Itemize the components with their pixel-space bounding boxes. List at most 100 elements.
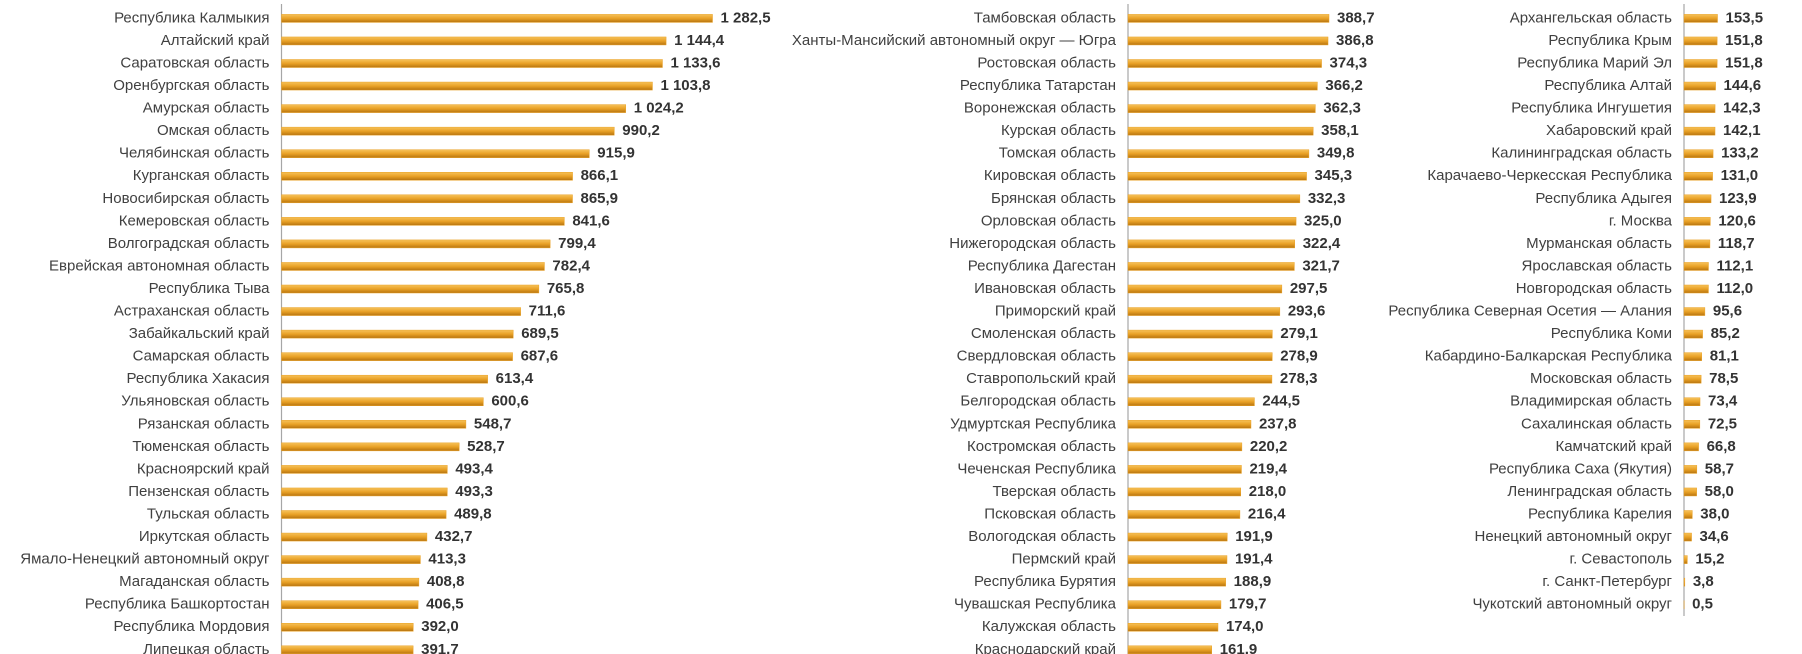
bar [1127, 217, 1297, 226]
category-label: Республика Марий Эл [1517, 54, 1672, 71]
bar [1683, 307, 1706, 316]
category-label: Псковская область [984, 505, 1116, 522]
bar [281, 194, 573, 204]
category-label: Республика Бурятия [974, 573, 1116, 590]
bar [281, 510, 447, 519]
value-label: 841,6 [572, 212, 610, 229]
category-label: Вологодская область [968, 528, 1116, 545]
category-label: Ростовская область [977, 54, 1116, 71]
category-label: Республика Северная Осетия — Алания [1388, 303, 1672, 320]
value-label: 528,7 [467, 438, 505, 455]
value-label: 81,1 [1710, 348, 1739, 365]
value-label: 179,7 [1229, 596, 1267, 613]
bar [281, 442, 460, 452]
category-label: Ярославская область [1522, 257, 1673, 274]
bar [1127, 284, 1283, 294]
value-label: 218,0 [1249, 483, 1287, 500]
bar [1683, 172, 1713, 181]
bar [1683, 577, 1686, 587]
bar [281, 126, 615, 136]
value-label: 188,9 [1234, 573, 1272, 590]
value-label: 388,7 [1337, 9, 1375, 26]
value-label: 1 133,6 [670, 54, 720, 71]
category-label: Ханты-Мансийский автономный округ — Югра [792, 32, 1117, 49]
category-label: Кемеровская область [119, 212, 270, 229]
category-label: Нижегородская область [949, 235, 1116, 252]
bar [281, 307, 521, 316]
value-label: 413,3 [428, 551, 466, 568]
category-label: Орловская область [981, 212, 1116, 229]
category-label: Республика Татарстан [960, 77, 1116, 94]
value-label: 322,4 [1303, 235, 1341, 252]
value-label: 237,8 [1259, 415, 1297, 432]
value-label: 95,6 [1713, 303, 1742, 320]
category-label: Калининградская область [1491, 145, 1672, 162]
bar [281, 623, 414, 632]
bar [1683, 329, 1703, 339]
category-label: Республика Крым [1548, 32, 1672, 49]
category-label: Костромская область [967, 438, 1116, 455]
category-label: Владимирская область [1510, 393, 1672, 410]
value-label: 392,0 [421, 618, 459, 635]
value-label: 1 282,5 [721, 9, 771, 26]
value-label: 432,7 [435, 528, 473, 545]
category-label: Мурманская область [1526, 235, 1672, 252]
value-label: 321,7 [1302, 257, 1340, 274]
category-label: Республика Дагестан [968, 257, 1116, 274]
value-label: 279,1 [1280, 325, 1318, 342]
bar [1127, 532, 1228, 542]
value-label: 332,3 [1308, 190, 1346, 207]
value-label: 0,5 [1692, 596, 1713, 613]
category-label: Московская область [1530, 370, 1672, 387]
value-label: 1 144,4 [674, 32, 725, 49]
bar [1683, 126, 1716, 136]
value-label: 58,7 [1705, 460, 1734, 477]
value-label: 38,0 [1700, 505, 1729, 522]
bar [1127, 510, 1241, 519]
value-label: 34,6 [1700, 528, 1729, 545]
category-label: г. Санкт-Петербург [1542, 573, 1672, 590]
bar [1683, 104, 1716, 113]
category-label: Свердловская область [957, 348, 1117, 365]
value-label: 112,0 [1716, 280, 1753, 297]
bar [1683, 59, 1718, 68]
bar [1683, 487, 1697, 497]
bar [1127, 149, 1310, 158]
bar [1127, 352, 1273, 361]
bar [281, 374, 488, 384]
bar [1683, 217, 1711, 226]
category-label: Новосибирская область [102, 190, 269, 207]
bar [1127, 307, 1281, 316]
value-label: 1 024,2 [634, 100, 684, 117]
category-label: Камчатский край [1555, 438, 1672, 455]
value-label: 118,7 [1718, 235, 1755, 252]
value-label: 358,1 [1321, 122, 1359, 139]
category-label: Калужская область [982, 618, 1116, 635]
value-label: 374,3 [1330, 54, 1368, 71]
category-label: Астраханская область [114, 303, 270, 320]
category-label: Забайкальский край [129, 325, 270, 342]
value-label: 293,6 [1288, 303, 1326, 320]
bar [1127, 36, 1329, 46]
bar [281, 284, 540, 294]
category-label: Челябинская область [119, 145, 270, 162]
value-label: 142,3 [1723, 100, 1761, 117]
bar [1127, 374, 1273, 384]
category-label: Липецкая область [143, 641, 270, 654]
value-label: 765,8 [547, 280, 585, 297]
bar [1683, 194, 1712, 204]
value-label: 144,6 [1724, 77, 1762, 94]
category-label: Архангельская область [1510, 9, 1672, 26]
bar [281, 465, 448, 474]
category-label: Сахалинская область [1521, 415, 1672, 432]
value-label: 345,3 [1315, 167, 1353, 184]
value-label: 366,2 [1325, 77, 1363, 94]
bar [1127, 194, 1301, 204]
value-label: 73,4 [1708, 393, 1738, 410]
bar [281, 352, 513, 361]
bar [281, 81, 653, 91]
category-label: г. Севастополь [1569, 551, 1672, 568]
value-label: 3,8 [1693, 573, 1714, 590]
category-label: Республика Адыгея [1535, 190, 1672, 207]
